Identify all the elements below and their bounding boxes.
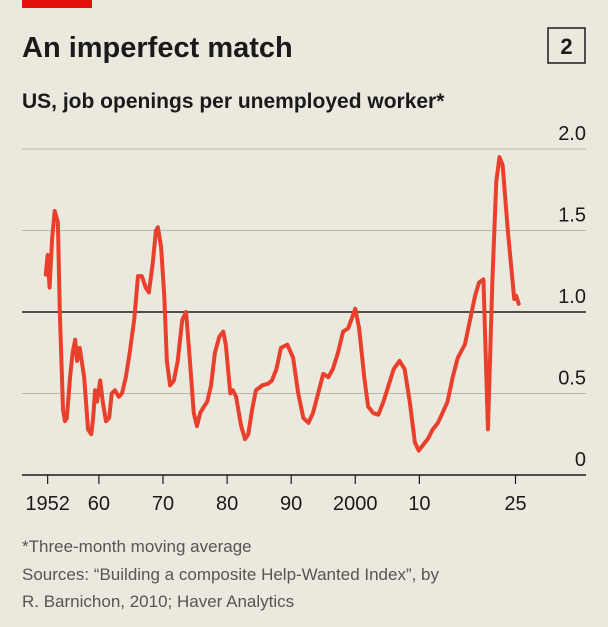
note: *Three-month moving average [22, 537, 252, 556]
data-line [43, 155, 521, 453]
source: Sources: “Building a composite Help-Want… [22, 565, 440, 584]
chart-subtitle: US, job openings per unemployed worker* [22, 90, 445, 113]
x-tick-label: 70 [152, 493, 174, 515]
x-tick-label: 25 [504, 493, 526, 515]
x-tick-label: 1952 [25, 493, 70, 515]
chart-title: An imperfect match [22, 32, 293, 64]
y-tick-label: 1.0 [558, 286, 586, 308]
x-tick-label: 80 [216, 493, 238, 515]
chart-number-box [547, 27, 586, 64]
chart-number: 2 [560, 34, 572, 59]
source: R. Barnichon, 2010; Haver Analytics [22, 592, 294, 611]
y-tick-label: 1.5 [558, 205, 586, 227]
x-tick-label: 60 [88, 493, 110, 515]
y-tick-label: 0.5 [558, 368, 586, 390]
x-tick-label: 10 [408, 493, 430, 515]
y-tick-label: 0 [575, 449, 586, 471]
x-tick-label: 2000 [333, 493, 378, 515]
red-tag [22, 0, 92, 8]
y-tick-label: 2.0 [558, 123, 586, 145]
x-tick-label: 90 [280, 493, 302, 515]
